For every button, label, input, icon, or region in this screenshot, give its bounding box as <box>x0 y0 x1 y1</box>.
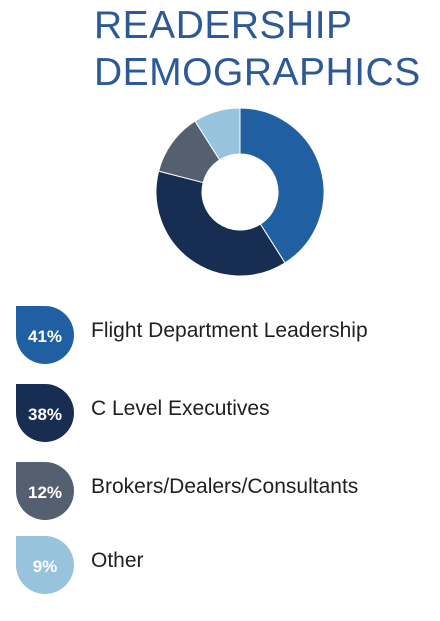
title-line-1: READERSHIP <box>94 4 353 47</box>
percent-label: 9% <box>32 556 58 576</box>
percent-badge: 9% <box>16 536 74 594</box>
percent-badge: 12% <box>16 462 74 520</box>
chart-title: READERSHIP DEMOGRAPHICS <box>94 2 421 96</box>
percent-badge: 41% <box>16 306 74 364</box>
donut-slice-other <box>194 107 241 161</box>
percent-label: 12% <box>27 482 63 502</box>
legend-label: Brokers/Dealers/Consultants <box>91 475 359 498</box>
percent-label: 38% <box>27 404 63 424</box>
title-line-2: DEMOGRAPHICS <box>94 51 421 94</box>
legend-label: Other <box>91 549 144 572</box>
legend-label: C Level Executives <box>91 397 270 420</box>
donut-slice-c-level-executives <box>155 170 286 277</box>
legend-label: Flight Department Leadership <box>91 319 368 342</box>
donut-chart <box>155 107 325 277</box>
percent-badge: 38% <box>16 384 74 442</box>
percent-label: 41% <box>27 326 63 346</box>
